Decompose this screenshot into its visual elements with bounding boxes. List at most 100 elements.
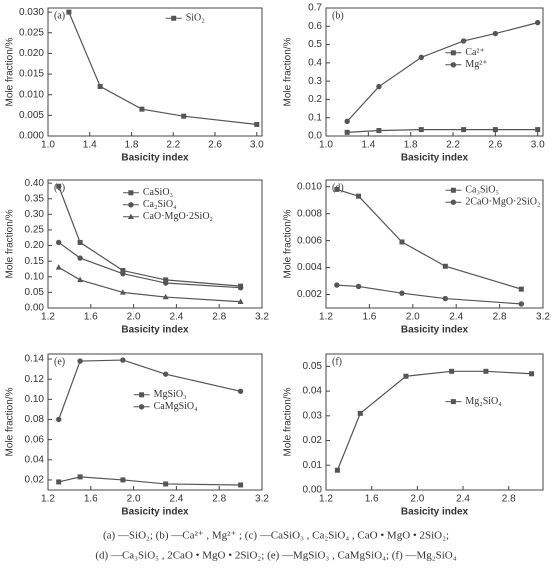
y-tick-label: 0.10: [25, 394, 45, 405]
legend-label: Ca₂SiO₄: [143, 199, 177, 210]
marker: [55, 264, 62, 270]
legend-marker: [450, 399, 456, 405]
y-tick-label: 0.004: [297, 262, 322, 273]
x-tick-label: 1.4: [83, 140, 97, 151]
marker: [237, 388, 244, 394]
plot-frame: [47, 179, 263, 309]
panel-label: (a): [54, 10, 65, 21]
x-axis-label: Basicity index: [401, 153, 469, 164]
marker: [119, 289, 126, 295]
y-axis-label: Mole fraction/%: [5, 209, 16, 278]
x-tick-label: 3.2: [536, 312, 550, 323]
y-tick-label: 0.01: [303, 460, 323, 471]
legend-label: MgSiO₃: [154, 389, 187, 400]
legend-label: CaO·MgO·2SiO₂: [143, 211, 213, 222]
x-tick-label: 3.2: [255, 312, 269, 323]
y-tick-label: 0.030: [19, 7, 44, 18]
marker: [77, 255, 83, 261]
marker: [518, 286, 524, 292]
y-tick-label: 0.05: [25, 287, 45, 298]
x-axis-label: Basicity index: [121, 325, 189, 336]
x-tick-label: 2.4: [169, 312, 183, 323]
y-tick-label: 0.3: [308, 76, 322, 87]
x-axis-label: Basicity index: [121, 507, 189, 518]
marker: [254, 121, 260, 127]
y-tick-label: 0.12: [25, 374, 45, 385]
y-tick-label: 0.0: [308, 131, 322, 142]
y-tick-label: 0.4: [308, 57, 322, 68]
x-tick-label: 1.0: [319, 140, 333, 151]
y-tick-label: 0.5: [308, 39, 322, 50]
x-tick-label: 2.8: [502, 494, 516, 505]
panel-label: (b): [332, 10, 344, 21]
marker: [56, 479, 62, 485]
x-tick-label: 2.6: [208, 140, 222, 151]
legend-label: Mg₂SiO₄: [465, 396, 502, 407]
series-line: [58, 241, 241, 289]
marker: [442, 263, 448, 269]
y-tick-label: 0.02: [25, 475, 45, 486]
marker: [77, 239, 83, 245]
y-tick-label: 0.7: [308, 3, 322, 14]
x-tick-label: 2.8: [212, 312, 226, 323]
y-tick-label: 0.020: [19, 48, 44, 59]
marker: [97, 83, 103, 89]
y-tick-label: 0.006: [297, 235, 322, 246]
x-tick-label: 1.6: [84, 494, 98, 505]
legend-marker: [127, 213, 134, 219]
y-tick-label: 0.2: [308, 94, 322, 105]
y-tick-label: 0.00: [25, 303, 45, 314]
x-tick-label: 2.6: [488, 140, 502, 151]
plot-frame: [47, 353, 263, 491]
y-axis-label: Mole fraction/%: [5, 37, 16, 106]
legend-label: Mg²⁺: [465, 59, 487, 70]
plot-frame: [47, 7, 263, 137]
marker: [163, 277, 169, 283]
series-line: [58, 266, 241, 303]
series-line: [58, 359, 241, 420]
x-tick-label: 2.0: [410, 494, 424, 505]
x-tick-label: 1.2: [41, 312, 55, 323]
marker: [492, 30, 499, 37]
marker: [535, 19, 541, 26]
x-tick-label: 2.8: [493, 312, 507, 323]
marker: [399, 290, 405, 296]
y-tick-label: 0.25: [25, 225, 45, 236]
y-tick-label: 0.02: [303, 435, 323, 446]
legend-marker: [450, 199, 457, 205]
y-tick-label: 0.025: [19, 27, 44, 38]
y-tick-label: 0.010: [297, 181, 322, 192]
panel-label: (e): [54, 356, 65, 367]
legend-label: CaMgSiO₄: [154, 401, 199, 412]
caption-line: (a) —SiO₂; (b) —Ca²⁺ , Mg²⁺ ; (c) —CaSiO…: [103, 530, 449, 542]
y-tick-label: 0.04: [303, 386, 323, 397]
marker: [418, 54, 424, 61]
marker: [162, 293, 169, 300]
marker: [77, 358, 83, 364]
legend-label: CaSiO₃: [143, 187, 173, 198]
marker: [181, 113, 187, 119]
x-tick-label: 2.4: [169, 494, 183, 505]
plot-frame: [325, 353, 544, 491]
marker: [66, 9, 72, 15]
x-tick-label: 2.0: [406, 312, 420, 323]
y-tick-label: 0.05: [303, 361, 323, 372]
legend-marker: [139, 392, 145, 398]
marker: [535, 127, 541, 133]
marker: [418, 127, 424, 133]
x-tick-label: 1.8: [125, 140, 139, 151]
caption-line: (d) —Ca₃SiO₅ , 2CaO • MgO • 2SiO₂; (e) —…: [95, 550, 456, 562]
marker: [356, 193, 362, 199]
marker: [77, 276, 84, 283]
plot-frame: [325, 7, 544, 137]
legend-marker: [450, 187, 456, 193]
y-tick-label: 0.008: [297, 208, 322, 219]
x-tick-label: 1.6: [365, 494, 379, 505]
series-line: [347, 129, 538, 133]
marker: [120, 270, 126, 277]
marker: [376, 128, 382, 134]
x-tick-label: 1.2: [319, 312, 333, 323]
marker: [334, 282, 340, 288]
y-tick-label: 0.40: [25, 178, 45, 189]
y-tick-label: 0.08: [25, 414, 45, 425]
